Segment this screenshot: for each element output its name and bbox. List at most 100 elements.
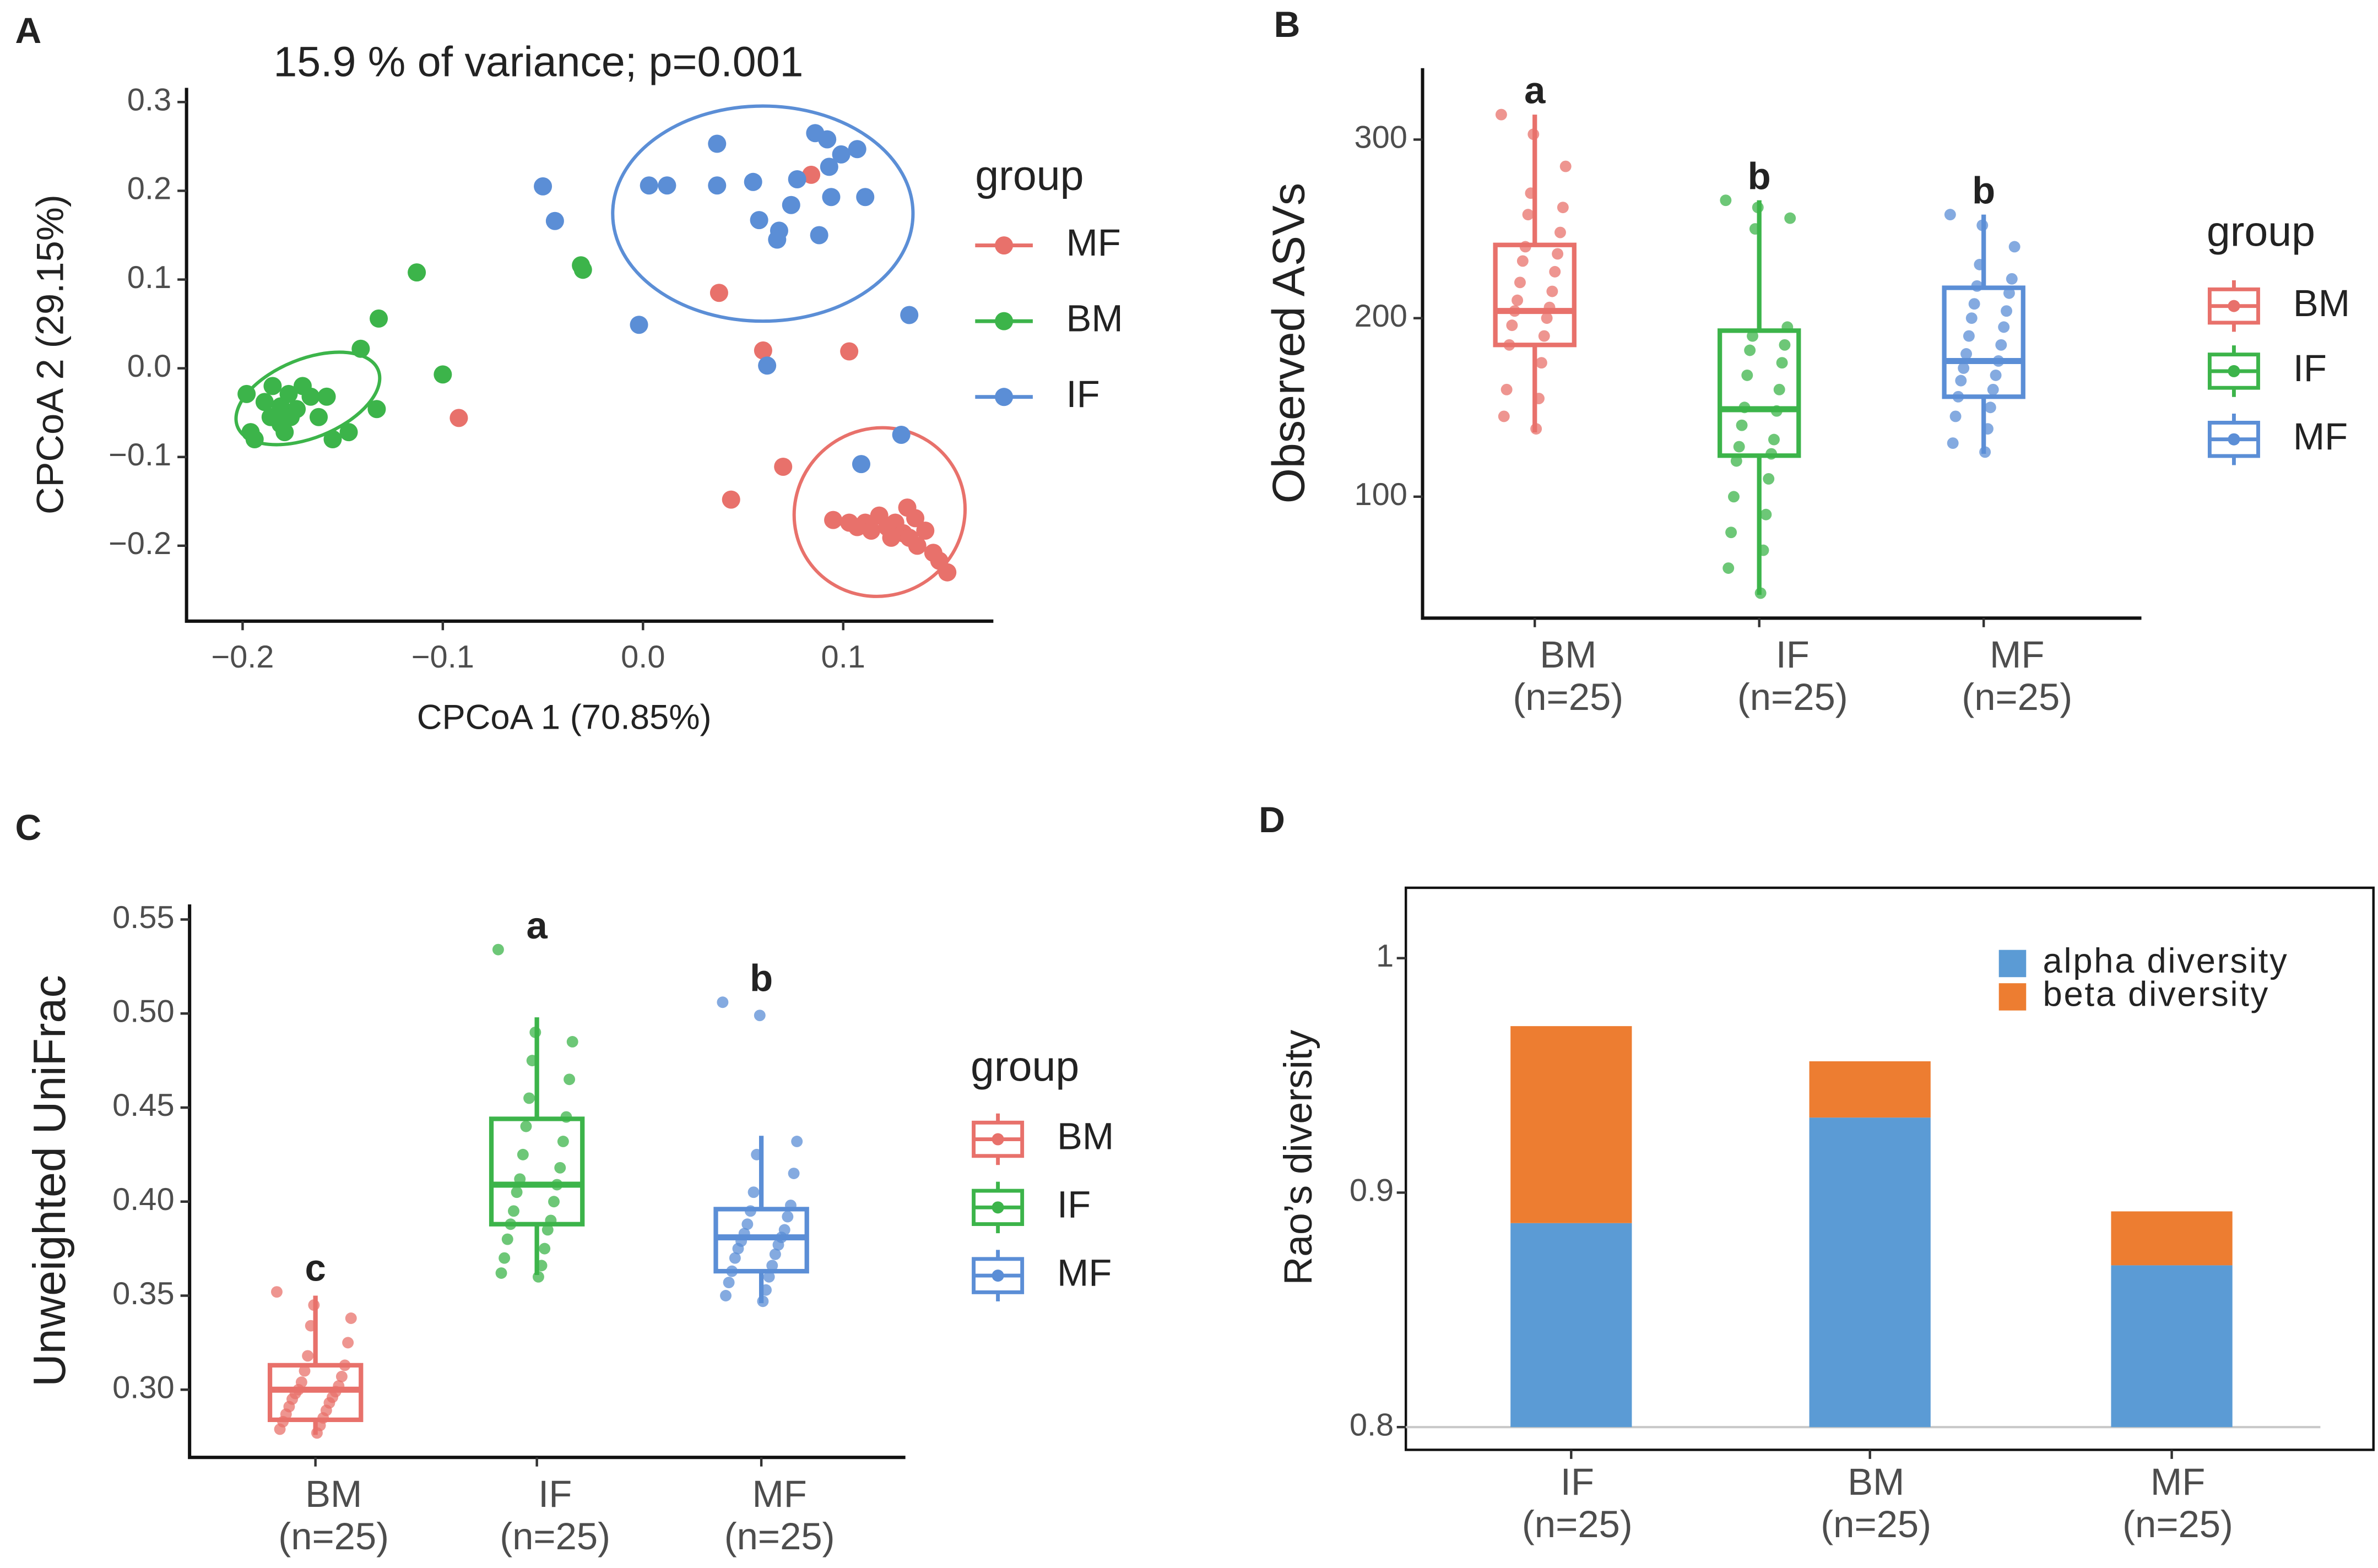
point bbox=[726, 1265, 738, 1277]
point bbox=[511, 1186, 523, 1198]
point bbox=[818, 130, 837, 149]
point bbox=[754, 341, 772, 360]
point bbox=[630, 316, 648, 334]
point bbox=[1741, 369, 1753, 381]
legend-swatch bbox=[1998, 983, 2027, 1011]
point bbox=[1976, 219, 1989, 231]
point bbox=[791, 1136, 803, 1147]
point bbox=[1738, 402, 1751, 414]
y-tick-label: 0.55 bbox=[112, 900, 175, 935]
point bbox=[339, 1359, 351, 1371]
point bbox=[275, 423, 294, 442]
point bbox=[732, 1243, 744, 1255]
point bbox=[754, 1010, 766, 1022]
significance-letter: b bbox=[1748, 155, 1771, 197]
point bbox=[720, 1290, 732, 1301]
legend-dot bbox=[2228, 433, 2240, 446]
y-axis-label: Unweighted UniFrac bbox=[24, 975, 75, 1387]
point bbox=[495, 1267, 507, 1279]
point bbox=[523, 1092, 535, 1104]
point bbox=[342, 1337, 354, 1349]
point bbox=[501, 1233, 513, 1245]
point bbox=[717, 996, 729, 1008]
point bbox=[545, 211, 564, 230]
point bbox=[822, 188, 841, 207]
point bbox=[1958, 362, 1970, 374]
y-tick-label: 100 bbox=[1355, 477, 1407, 512]
point bbox=[1552, 248, 1564, 260]
point bbox=[1559, 160, 1572, 172]
x-tick-label: MF bbox=[752, 1473, 806, 1515]
point bbox=[539, 1243, 551, 1255]
point bbox=[766, 1260, 778, 1272]
point bbox=[1992, 355, 2005, 367]
point bbox=[1747, 330, 1758, 342]
point bbox=[517, 1148, 529, 1160]
point bbox=[1525, 187, 1537, 199]
y-tick-label: 0.9 bbox=[1350, 1173, 1394, 1208]
y-tick-label: −0.1 bbox=[109, 437, 171, 473]
point bbox=[564, 1073, 576, 1086]
point bbox=[560, 1111, 572, 1123]
point bbox=[744, 1205, 756, 1217]
point bbox=[1949, 410, 1962, 422]
point bbox=[532, 1271, 544, 1283]
box-group bbox=[1717, 194, 1801, 599]
y-tick-label: 0.40 bbox=[112, 1182, 175, 1217]
chart-title: 15.9 % of variance; p=0.001 bbox=[273, 39, 803, 86]
significance-letter: a bbox=[1524, 69, 1546, 112]
point bbox=[906, 509, 925, 528]
point bbox=[856, 188, 875, 207]
legend-label: IF bbox=[1066, 373, 1099, 415]
y-tick-label: 1 bbox=[1376, 938, 1394, 974]
point bbox=[1744, 344, 1756, 356]
point bbox=[862, 521, 881, 540]
point bbox=[744, 172, 762, 191]
point bbox=[938, 563, 957, 582]
legend-label: MF bbox=[1066, 221, 1120, 264]
point bbox=[526, 1055, 538, 1067]
axes bbox=[188, 904, 906, 1460]
x-tick-sublabel: (n=25) bbox=[724, 1515, 835, 1558]
point bbox=[658, 176, 676, 195]
point bbox=[545, 1214, 557, 1227]
point bbox=[274, 1423, 286, 1435]
point bbox=[774, 457, 793, 476]
point bbox=[1495, 108, 1507, 121]
box bbox=[1942, 285, 2025, 399]
point bbox=[1549, 265, 1561, 278]
point bbox=[237, 384, 256, 403]
point bbox=[367, 400, 386, 419]
y-axis-label: Rao’s diversity bbox=[1276, 1029, 1320, 1285]
point bbox=[2006, 273, 2018, 285]
point bbox=[1503, 339, 1515, 351]
x-tick-sublabel: (n=25) bbox=[500, 1515, 610, 1558]
point bbox=[848, 518, 866, 536]
point bbox=[1982, 423, 1994, 435]
point bbox=[1784, 212, 1796, 224]
legend-dot bbox=[995, 388, 1014, 406]
y-tick-label: 300 bbox=[1355, 120, 1407, 155]
point bbox=[323, 430, 342, 449]
point bbox=[449, 409, 468, 427]
point bbox=[529, 1026, 541, 1038]
point bbox=[309, 408, 328, 426]
box-group bbox=[1493, 108, 1577, 435]
point bbox=[534, 177, 552, 196]
x-tick-label: IF bbox=[1776, 633, 1810, 676]
point bbox=[892, 425, 911, 444]
point bbox=[514, 1173, 526, 1185]
point bbox=[2003, 287, 2015, 299]
legend-title: group bbox=[971, 1043, 1079, 1090]
significance-letter: b bbox=[1972, 169, 1995, 211]
point bbox=[1768, 433, 1780, 446]
y-tick-label: 0.0 bbox=[127, 349, 171, 384]
point bbox=[281, 408, 300, 426]
point bbox=[339, 423, 358, 442]
axes bbox=[1421, 68, 2142, 620]
point bbox=[505, 1218, 517, 1230]
point bbox=[548, 1196, 560, 1208]
panel-label: B bbox=[1274, 4, 1301, 45]
